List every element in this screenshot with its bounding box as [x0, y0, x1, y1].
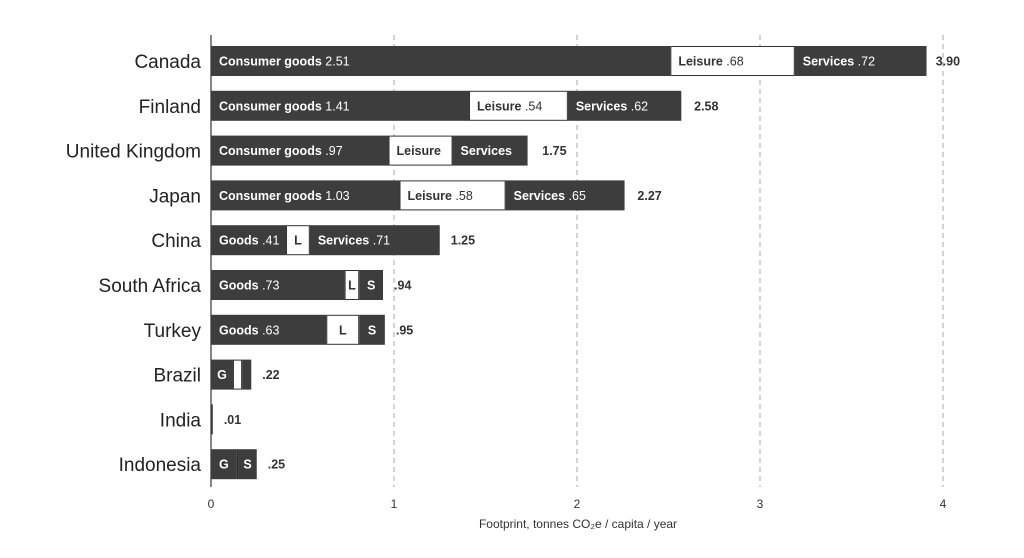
bar-segment	[670, 46, 795, 76]
bar-segment	[211, 90, 470, 121]
bar-segment	[211, 359, 233, 390]
bar-segment	[794, 46, 927, 76]
segment-label: S	[243, 458, 251, 472]
bar-segment	[309, 225, 440, 256]
segment-label: Services .72	[803, 55, 875, 69]
category-label: Finland	[139, 97, 201, 118]
total-label: .95	[396, 323, 413, 337]
segment-label: L	[339, 323, 347, 337]
bar-segment	[232, 359, 243, 390]
total-label: 1.25	[451, 234, 475, 248]
x-tick-label: 2	[574, 497, 581, 511]
bar-segment	[326, 314, 360, 345]
segment-label: Consumer goods 1.03	[219, 189, 350, 203]
bar-segment	[211, 225, 287, 256]
segment-label: Consumer goods 2.51	[219, 55, 350, 69]
total-label: .25	[268, 458, 285, 472]
bars	[211, 46, 927, 480]
x-tick-label: 0	[208, 497, 215, 511]
bar-segment	[359, 314, 385, 345]
bar-segment	[452, 135, 528, 166]
bar-segment	[359, 270, 384, 300]
bar-segment	[211, 46, 671, 76]
bar-segment	[242, 359, 252, 390]
bar-segment	[388, 135, 453, 166]
segment-label: Services .65	[514, 189, 586, 203]
bar-labels: Consumer goods 2.51 Leisure .68 Services .…	[217, 55, 960, 472]
segment-label: G	[219, 458, 229, 472]
category-label: Turkey	[144, 321, 202, 342]
total-label: .94	[394, 279, 411, 293]
bar-segment	[211, 314, 327, 345]
category-label: Indonesia	[119, 455, 202, 476]
total-label: .22	[262, 368, 279, 382]
segment-label: Leisure .54	[477, 99, 542, 113]
segment-label: S	[367, 279, 375, 293]
category-label: Canada	[134, 52, 201, 73]
x-axis-ticks: 0 1 2 3 4	[208, 497, 947, 511]
bar-segment	[399, 180, 506, 211]
segment-label: Leisure .58	[407, 189, 472, 203]
bar-segment	[236, 449, 239, 480]
total-label: 2.27	[637, 189, 661, 203]
bar-segment	[286, 225, 310, 256]
segment-label: Goods .41	[219, 234, 279, 248]
total-label: 3.90	[936, 55, 960, 69]
bar-segment	[211, 404, 213, 435]
segment-label: Consumer goods 1.41	[219, 99, 350, 113]
segment-label: S	[368, 323, 376, 337]
category-label: Japan	[149, 186, 201, 207]
segment-label: G	[217, 368, 227, 382]
bar-segment	[211, 270, 345, 300]
bar-segment	[567, 90, 682, 121]
segment-label: Consumer goods .97	[219, 144, 343, 158]
x-tick-label: 3	[757, 497, 764, 511]
category-label: India	[160, 410, 202, 431]
bar-segment	[469, 90, 568, 121]
total-label: 2.58	[694, 99, 718, 113]
category-label: Brazil	[153, 366, 201, 387]
segment-label: Leisure .68	[678, 55, 743, 69]
x-axis-title: Footprint, tonnes CO₂e / capita / year	[479, 517, 677, 531]
segment-label: Goods .73	[219, 279, 279, 293]
total-label: .01	[224, 413, 241, 427]
segment-label: Services .71	[318, 234, 390, 248]
x-tick-label: 4	[940, 497, 947, 511]
bar-segment	[505, 180, 625, 211]
bar-segment	[238, 449, 257, 480]
category-label: China	[151, 231, 201, 252]
total-label: 1.75	[542, 144, 566, 158]
category-label: South Africa	[99, 276, 202, 297]
segment-label: L	[294, 234, 302, 248]
bar-segment	[344, 270, 360, 300]
category-label: United Kingdom	[66, 142, 201, 163]
bar-segment	[211, 135, 389, 166]
segment-label: Services .62	[576, 99, 648, 113]
bar-segment	[211, 180, 400, 211]
country-labels: Canada Finland United Kingdom Japan China Sou…	[66, 52, 202, 476]
x-tick-label: 1	[391, 497, 398, 511]
segment-label: Leisure	[397, 144, 442, 158]
bar-segment	[211, 449, 237, 480]
segment-label: Services	[461, 144, 512, 158]
segment-label: L	[348, 279, 356, 293]
segment-label: Goods .63	[219, 323, 279, 337]
